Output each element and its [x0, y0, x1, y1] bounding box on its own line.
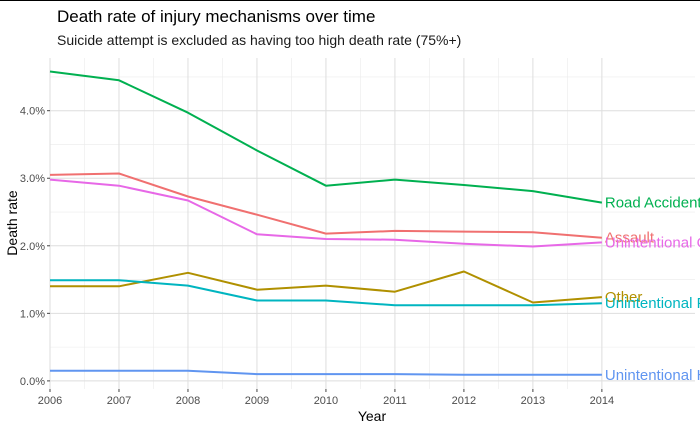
series-line-unintentional-fall [50, 279, 602, 307]
x-axis-title: Year [358, 408, 387, 424]
x-tick-label: 2011 [383, 395, 407, 407]
x-tick-label: 2009 [245, 395, 269, 407]
y-tick-label: 0.0% [20, 376, 45, 388]
series-label-unintentional-hit: Unintentional Hit [605, 367, 700, 384]
x-tick-label: 2013 [521, 395, 545, 407]
series-label-other: Other [605, 289, 643, 306]
x-tick-label: 2006 [38, 395, 62, 407]
x-tick-label: 2008 [176, 395, 200, 407]
grid-major [49, 58, 695, 389]
plot-panel [50, 58, 695, 389]
series-lines [49, 70, 603, 376]
x-tick-label: 2010 [314, 395, 338, 407]
series-label-road-accident: Road Accident [605, 195, 700, 212]
series-label-unintentional-other: Unintentional Other [605, 234, 700, 251]
y-axis-ticks: 0.0% 1.0% 2.0% 3.0% 4.0% [20, 106, 50, 388]
y-axis-title: Death rate [4, 190, 20, 256]
x-axis-ticks: 2006 2007 2008 2009 2010 2011 2012 2013 2014 [38, 389, 614, 407]
chart-title: Death rate of injury mechanisms over tim… [57, 7, 376, 26]
chart-subtitle: Suicide attempt is excluded as having to… [57, 32, 462, 48]
x-tick-label: 2007 [107, 395, 131, 407]
x-tick-label: 2012 [452, 395, 476, 407]
series-line-road-accident [49, 70, 603, 204]
grid-minor [50, 58, 695, 389]
y-tick-label: 1.0% [20, 308, 45, 320]
series-label-unintentional-fall: Unintentional Fall [605, 295, 700, 312]
y-tick-label: 3.0% [20, 173, 45, 185]
y-tick-label: 4.0% [20, 106, 45, 118]
series-line-assault [49, 172, 602, 239]
y-tick-label: 2.0% [20, 241, 45, 253]
top-border [0, 0, 700, 1]
series-label-assault: Assault [605, 230, 655, 247]
x-tick-label: 2014 [590, 395, 614, 407]
series-line-unintentional-hit [50, 369, 602, 376]
series-line-unintentional-other [49, 178, 602, 248]
